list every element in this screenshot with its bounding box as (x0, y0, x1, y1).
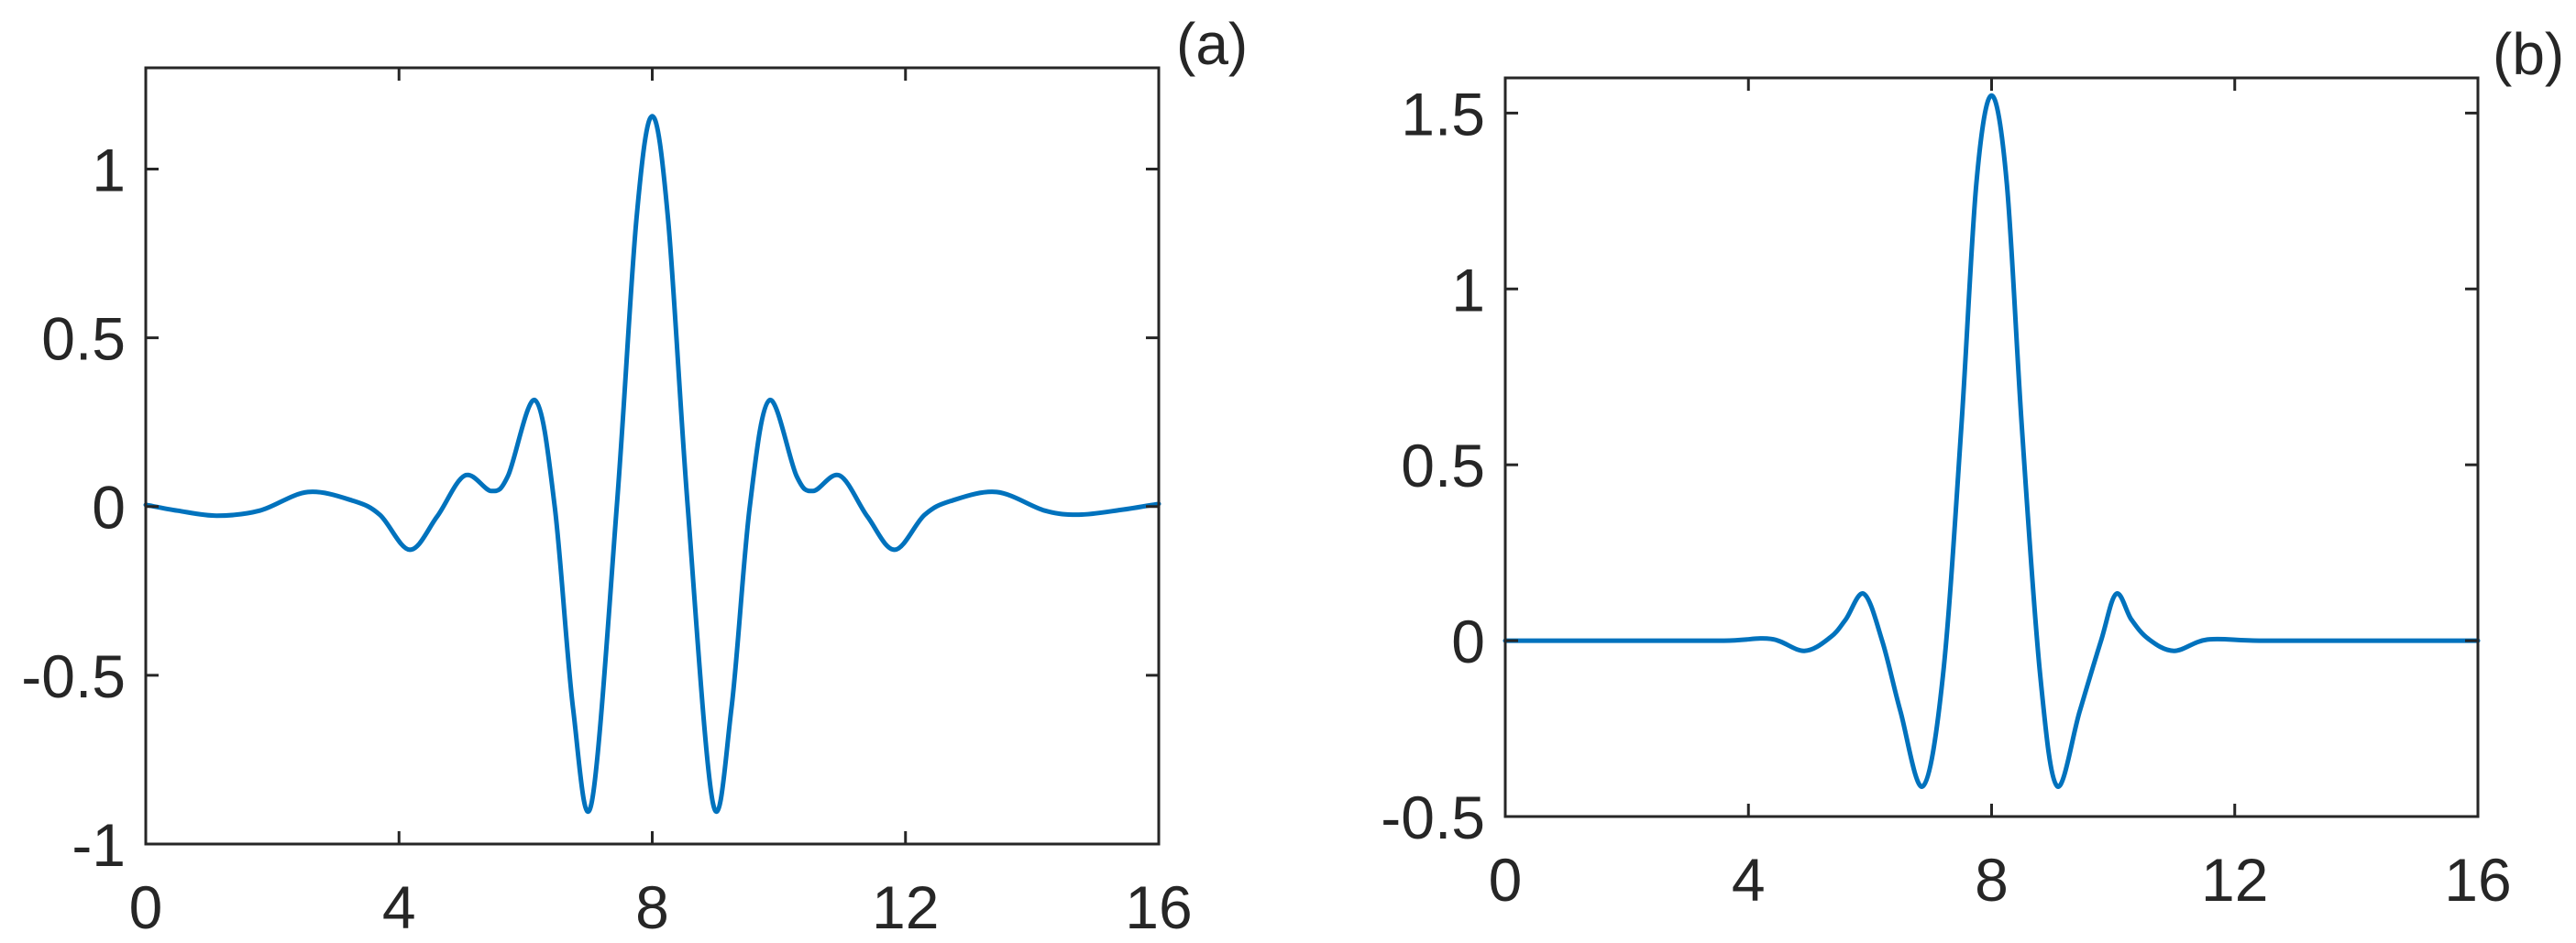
panel-a: 0 4 8 12 16 -1 -0.5 0 0.5 1 (a) (21, 11, 1248, 941)
panel-label-a: (a) (1176, 11, 1248, 77)
x-tick-label: 8 (1975, 846, 2009, 914)
axes-box-b (1503, 76, 2480, 818)
y-tick-label: -0.5 (1381, 784, 1485, 851)
y-tick-label: -0.5 (21, 642, 126, 710)
y-tick-label: 0.5 (1401, 432, 1485, 499)
tick-labels-b: 0 4 8 12 16-0.500.511.5 (1381, 80, 2511, 914)
x-tick-label: 12 (2201, 846, 2268, 914)
x-tick-label: 0 (129, 873, 163, 941)
panel-b: 0 4 8 12 16-0.500.511.5 (b) (1381, 21, 2564, 914)
x-tick-label: 16 (1125, 873, 1192, 941)
y-tick-label: 1 (92, 136, 126, 203)
x-tick-label: 4 (1732, 846, 1766, 914)
axes-box-a (144, 66, 1161, 846)
y-tick-label: 0.5 (41, 305, 126, 373)
tick-labels-a: 0 4 8 12 16 -1 -0.5 0 0.5 1 (21, 136, 1192, 941)
y-tick-label: 0 (92, 474, 126, 542)
x-tick-label: 8 (635, 873, 669, 941)
x-tick-label: 16 (2444, 846, 2511, 914)
y-tick-label: 0 (1451, 608, 1485, 675)
series-line-a (143, 114, 1161, 815)
x-tick-label: 4 (382, 873, 416, 941)
panel-label-b: (b) (2493, 21, 2564, 87)
x-tick-label: 0 (1489, 846, 1523, 914)
y-tick-label: 1.5 (1401, 80, 1485, 148)
series-line-b (1503, 93, 2481, 789)
y-tick-label: -1 (72, 811, 126, 879)
x-tick-label: 12 (872, 873, 939, 941)
y-tick-label: 1 (1451, 256, 1485, 323)
